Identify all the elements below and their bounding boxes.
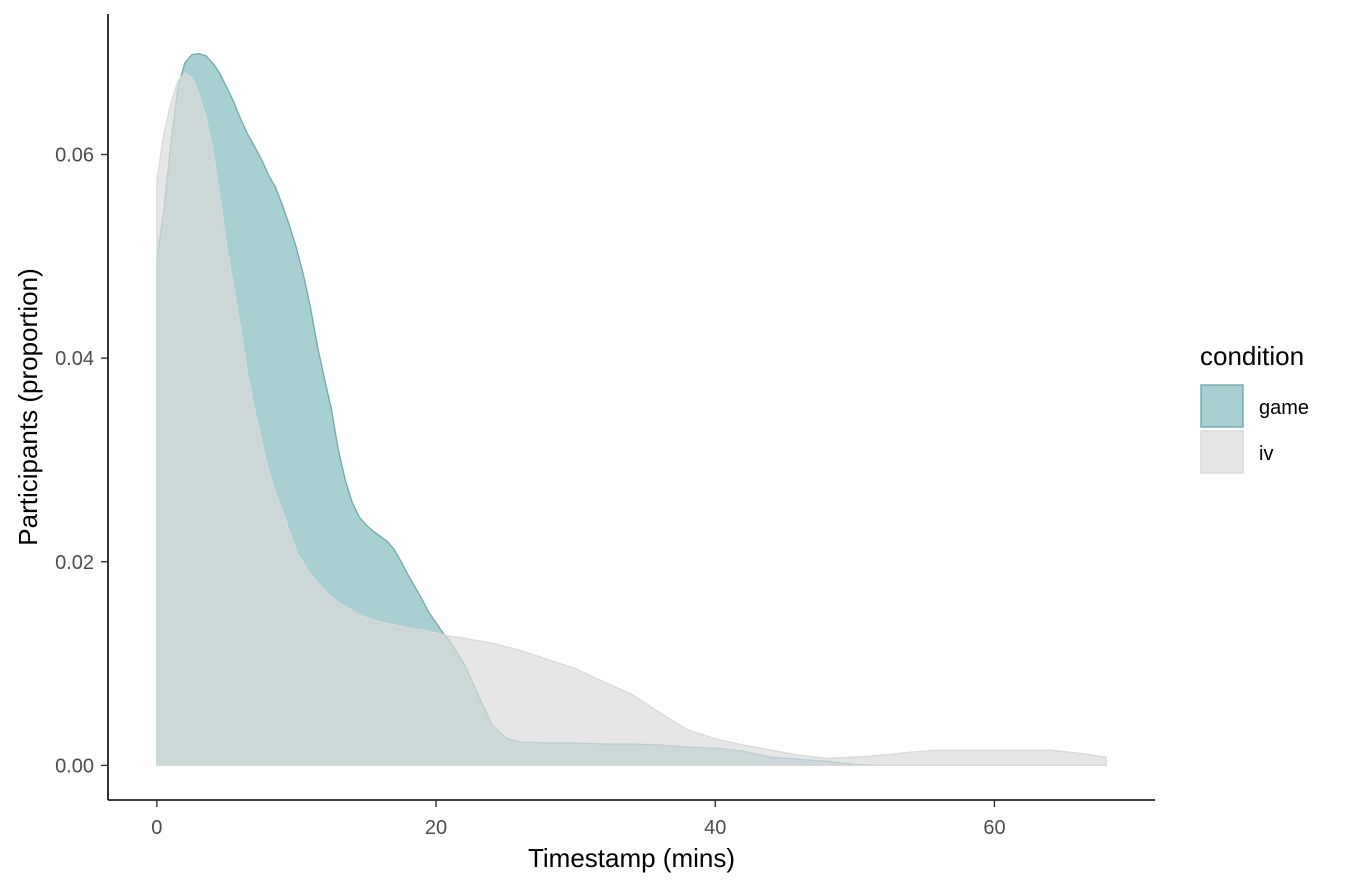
y-tick-label: 0.00 (55, 755, 94, 777)
axes-layer: 0 20 40 60 0.00 0.02 0.04 0.06 (55, 14, 1155, 839)
y-tick-label: 0.02 (55, 552, 94, 574)
legend-key-iv (1200, 430, 1244, 474)
x-tick-label: 40 (704, 817, 726, 839)
legend-items: game iv (1200, 384, 1309, 474)
legend-label-iv: iv (1259, 443, 1273, 465)
x-tick-label: 20 (425, 817, 447, 839)
series-layer (156, 53, 1107, 767)
density-area-iv (156, 72, 1107, 767)
legend-title: condition (1200, 341, 1304, 371)
y-tick-label: 0.04 (55, 348, 94, 370)
x-axis-title: Timestamp (mins) (528, 843, 735, 873)
x-tick-label: 0 (151, 817, 162, 839)
x-ticks: 0 20 40 60 (151, 800, 1006, 839)
legend-key-game (1200, 384, 1244, 428)
legend-label-game: game (1259, 397, 1309, 419)
y-ticks: 0.00 0.02 0.04 0.06 (55, 145, 108, 777)
y-axis-title: Participants (proportion) (13, 268, 43, 545)
x-tick-label: 60 (983, 817, 1005, 839)
legend: condition game iv (1200, 341, 1309, 474)
y-tick-label: 0.06 (55, 145, 94, 167)
